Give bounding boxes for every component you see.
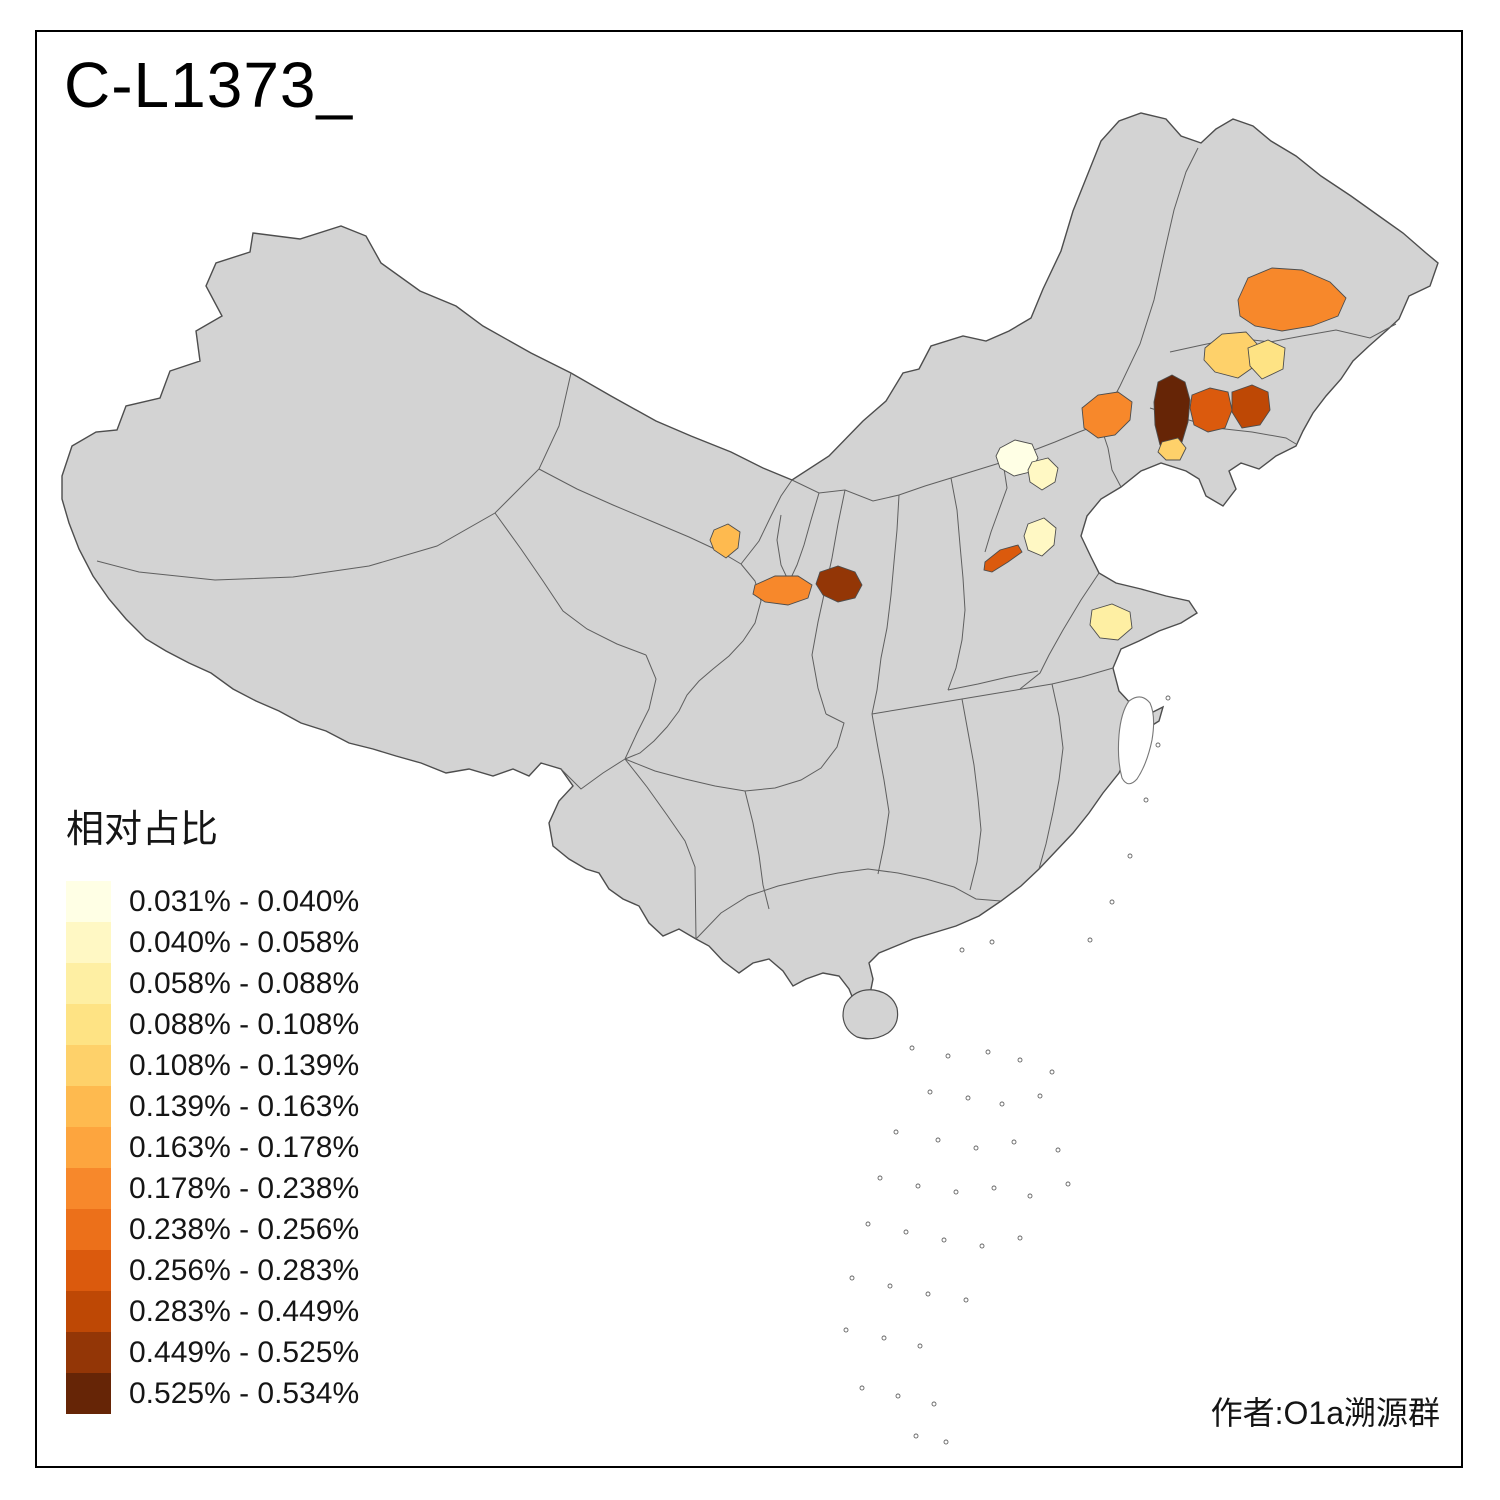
south-china-sea-islands [843, 695, 1171, 1445]
legend-label: 0.058% - 0.088% [129, 966, 360, 1000]
plot-title: C-L1373_ [64, 49, 354, 121]
legend-label: 0.256% - 0.283% [129, 1253, 360, 1287]
legend-label: 0.178% - 0.238% [129, 1171, 360, 1205]
map-region-ne-west-orange [1081, 391, 1133, 439]
legend-swatch [66, 1045, 111, 1086]
legend-label: 0.449% - 0.525% [129, 1335, 360, 1369]
taiwan-island [1117, 696, 1155, 785]
legend-swatch [66, 1250, 111, 1291]
legend-label: 0.163% - 0.178% [129, 1130, 360, 1164]
legend-swatch [66, 1209, 111, 1250]
legend-label: 0.031% - 0.040% [129, 884, 360, 918]
province-borders [96, 147, 1397, 940]
legend-label: 0.238% - 0.256% [129, 1212, 360, 1246]
legend-row: 0.108% - 0.139% [66, 1045, 359, 1086]
map-region-ne-rust-west [1189, 387, 1233, 433]
legend-row: 0.163% - 0.178% [66, 1127, 359, 1168]
legend-swatch [66, 1291, 111, 1332]
legend-row: 0.139% - 0.163% [66, 1086, 359, 1127]
legend-swatch [66, 1332, 111, 1373]
legend-title: 相对占比 [66, 809, 219, 851]
hainan-island [842, 989, 899, 1040]
legend-swatch [66, 963, 111, 1004]
map-region-ne-pale-yellow [1247, 339, 1286, 380]
author-credit: 作者:O1a溯源群 [1210, 1395, 1440, 1431]
legend-rows: 0.031% - 0.040% 0.040% - 0.058% 0.058% - 0… [66, 881, 359, 1414]
legend-row: 0.040% - 0.058% [66, 922, 359, 963]
map-region-shanxi-pale [1023, 517, 1057, 557]
legend-label: 0.108% - 0.139% [129, 1048, 360, 1082]
legend-label: 0.088% - 0.108% [129, 1007, 360, 1041]
legend-label: 0.040% - 0.058% [129, 925, 360, 959]
legend-row: 0.058% - 0.088% [66, 963, 359, 1004]
map-region-ne-rust-east [1231, 384, 1271, 429]
legend-row: 0.178% - 0.238% [66, 1168, 359, 1209]
legend-swatch [66, 1127, 111, 1168]
legend-swatch [66, 881, 111, 922]
legend-row: 0.238% - 0.256% [66, 1209, 359, 1250]
legend-label: 0.139% - 0.163% [129, 1089, 360, 1123]
legend-row: 0.031% - 0.040% [66, 881, 359, 922]
legend-row: 0.449% - 0.525% [66, 1332, 359, 1373]
map-region-shaanxi-dark [815, 565, 863, 603]
legend-row: 0.256% - 0.283% [66, 1250, 359, 1291]
map-region-ne-large-orange [1237, 267, 1347, 332]
legend-swatch [66, 1086, 111, 1127]
legend-swatch [66, 1168, 111, 1209]
map-region-shandong-pale [1089, 603, 1133, 641]
legend-row: 0.283% - 0.449% [66, 1291, 359, 1332]
legend-swatch [66, 1373, 111, 1414]
map-region-shanxi-rust-strip [983, 544, 1023, 573]
map-region-gansu-orange [752, 575, 813, 606]
legend-row: 0.525% - 0.534% [66, 1373, 359, 1414]
legend-row: 0.088% - 0.108% [66, 1004, 359, 1045]
legend: 相对占比 0.031% - 0.040% 0.040% - 0.058% 0.058… [66, 798, 359, 1414]
legend-swatch [66, 1004, 111, 1045]
legend-label: 0.525% - 0.534% [129, 1376, 360, 1410]
legend-label: 0.283% - 0.449% [129, 1294, 360, 1328]
choropleth-regions [709, 267, 1347, 641]
map-region-beijing-pale [1027, 457, 1059, 491]
map-region-ne-darkest-strip [1153, 374, 1191, 453]
map-region-gansu-amber [709, 523, 741, 559]
legend-swatch [66, 922, 111, 963]
map-region-ne-small-amber [1157, 437, 1187, 461]
